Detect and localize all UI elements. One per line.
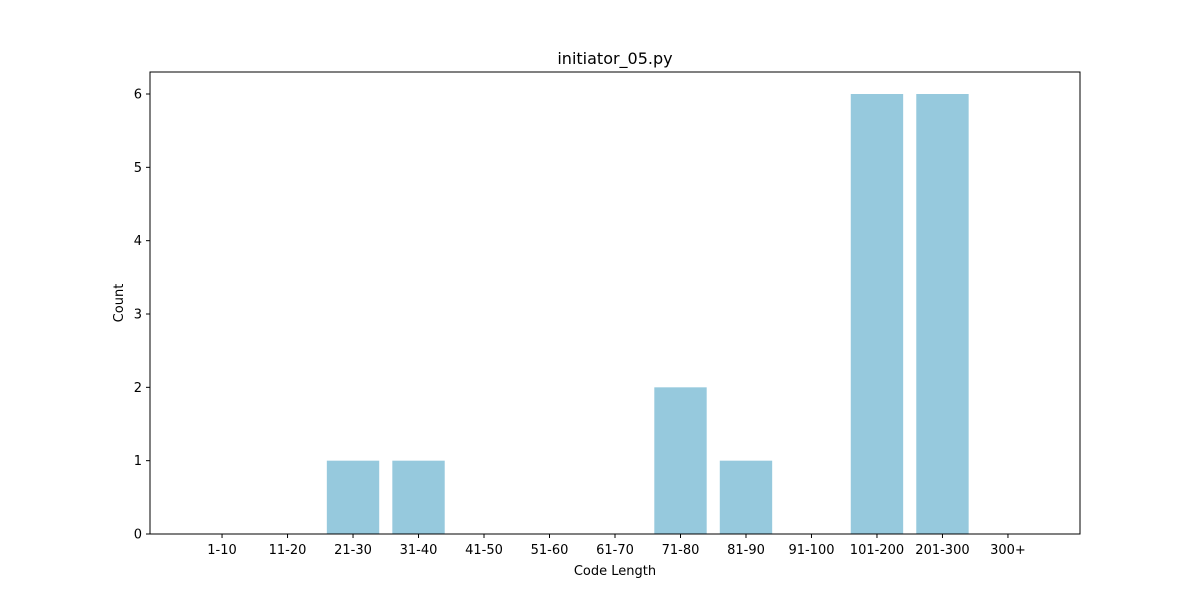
x-tick-label: 51-60 bbox=[531, 543, 569, 558]
y-tick-label: 5 bbox=[134, 161, 142, 176]
y-tick-label: 0 bbox=[134, 528, 142, 543]
x-tick-label: 201-300 bbox=[915, 543, 969, 558]
x-tick-label: 21-30 bbox=[334, 543, 372, 558]
x-tick-label: 41-50 bbox=[465, 543, 503, 558]
x-tick-label: 91-100 bbox=[788, 543, 834, 558]
bar-21-30 bbox=[326, 460, 380, 534]
bar-201-300 bbox=[916, 94, 969, 534]
x-tick-label: 81-90 bbox=[727, 543, 765, 558]
y-tick-label: 1 bbox=[134, 454, 142, 469]
bars-group bbox=[326, 94, 969, 534]
x-axis-label: Code Length bbox=[574, 564, 656, 579]
x-tick-label: 101-200 bbox=[850, 543, 904, 558]
y-axis-label: Count bbox=[112, 284, 127, 323]
x-tick-label: 31-40 bbox=[400, 543, 438, 558]
plot-frame bbox=[149, 71, 1081, 535]
y-tick-label: 2 bbox=[134, 381, 142, 396]
bar-71-80 bbox=[654, 387, 707, 534]
x-tick-label: 71-80 bbox=[662, 543, 700, 558]
y-tick-label: 4 bbox=[134, 234, 142, 249]
bar-81-90 bbox=[719, 460, 773, 534]
bar-101-200 bbox=[850, 94, 904, 534]
chart-title: initiator_05.py bbox=[557, 49, 672, 69]
x-axis-ticks: 1-10 11-20 21-30 31-40 41-50 51-60 61-70 71-80 8… bbox=[207, 534, 1026, 558]
bar-31-40 bbox=[392, 460, 445, 534]
x-tick-label: 300+ bbox=[990, 543, 1026, 558]
x-tick-label: 61-70 bbox=[596, 543, 634, 558]
y-tick-label: 6 bbox=[134, 88, 142, 103]
y-axis-ticks: 0 1 2 3 4 5 6 bbox=[134, 88, 150, 543]
x-tick-label: 1-10 bbox=[207, 543, 237, 558]
x-tick-label: 11-20 bbox=[269, 543, 307, 558]
y-tick-label: 3 bbox=[134, 308, 142, 323]
